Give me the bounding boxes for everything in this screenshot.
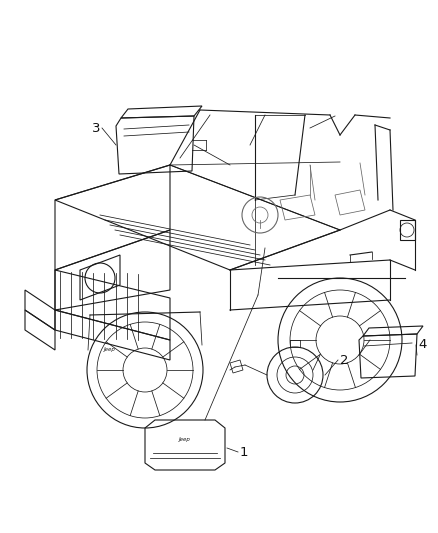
Text: 2: 2: [340, 353, 349, 367]
Text: 1: 1: [240, 446, 248, 458]
Text: Jeep: Jeep: [104, 348, 116, 352]
Text: 3: 3: [92, 122, 100, 134]
Text: Jeep: Jeep: [179, 438, 191, 442]
Text: 4: 4: [418, 338, 426, 351]
